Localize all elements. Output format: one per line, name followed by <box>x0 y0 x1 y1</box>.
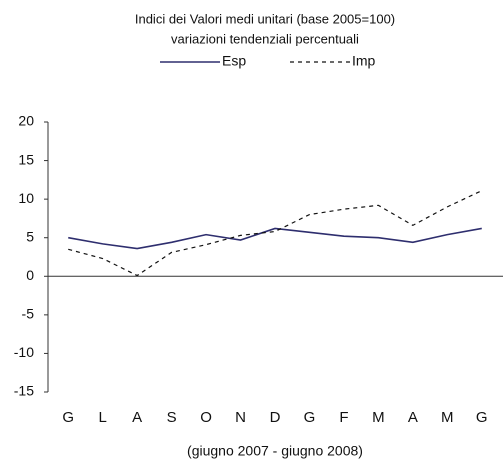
x-tick-label: M <box>441 409 454 426</box>
x-tick-label: A <box>408 409 418 426</box>
y-tick-label: -5 <box>22 306 35 322</box>
x-tick-label: G <box>304 409 316 426</box>
x-tick-label: N <box>235 409 246 426</box>
x-tick-label: G <box>476 409 488 426</box>
legend-label: Esp <box>222 53 246 69</box>
series-line <box>68 227 482 250</box>
y-tick-label: -15 <box>14 383 34 399</box>
series-line <box>68 190 483 277</box>
legend-label: Imp <box>352 53 376 69</box>
x-tick-label: A <box>132 409 142 426</box>
y-tick-label: -10 <box>14 344 34 360</box>
x-tick-label: O <box>200 409 212 426</box>
y-tick-label: 5 <box>26 228 34 244</box>
chart-title: Indici dei Valori medi unitari (base 200… <box>135 11 395 26</box>
y-tick-label: 0 <box>26 267 34 283</box>
x-tick-label: D <box>270 409 281 426</box>
x-tick-label: S <box>167 409 177 426</box>
chart-subtitle: variazioni tendenziali percentuali <box>171 31 359 46</box>
y-tick-label: 15 <box>18 151 34 167</box>
x-tick-label: G <box>62 409 74 426</box>
x-tick-label: L <box>99 409 107 426</box>
x-tick-label: M <box>372 409 385 426</box>
y-tick-label: 10 <box>18 190 34 206</box>
x-tick-label: F <box>339 409 348 426</box>
x-axis-label: (giugno 2007 - giugno 2008) <box>187 443 363 459</box>
y-tick-label: 20 <box>18 113 34 129</box>
